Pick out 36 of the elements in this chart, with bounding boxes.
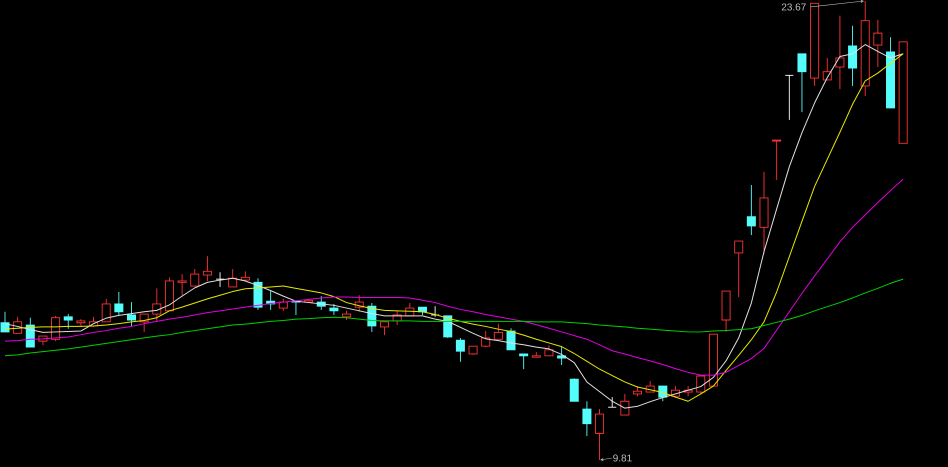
candlestick [178, 274, 187, 296]
candlestick [633, 386, 642, 397]
candlestick [140, 314, 149, 332]
candlestick [620, 393, 630, 416]
candlestick [784, 74, 794, 120]
candlestick [481, 330, 490, 348]
candlestick [848, 25, 858, 86]
candlestick [114, 292, 124, 316]
candlestick [746, 184, 756, 236]
candlestick [544, 344, 554, 356]
candlestick [835, 15, 844, 90]
candlestick [102, 298, 111, 322]
candlestick [873, 19, 882, 68]
candlestick [380, 321, 390, 336]
candlestick [582, 400, 592, 437]
candlestick [772, 140, 782, 180]
candlestick [152, 288, 162, 322]
candlestick [696, 376, 706, 394]
candlestick [64, 314, 73, 330]
candlestick [797, 53, 806, 113]
candlestick [0, 311, 10, 332]
candlestick [202, 256, 212, 282]
candlestick [570, 378, 579, 402]
candlestick [278, 298, 288, 312]
candlestick [342, 310, 352, 320]
candlestick [329, 303, 338, 316]
candlestick [190, 268, 200, 286]
candlestick [734, 240, 744, 298]
candlestick [494, 323, 503, 340]
candlestick [456, 337, 465, 362]
annotation: 23.67 [782, 3, 806, 10]
candlestick [216, 272, 225, 288]
annotation: 9.81 [613, 454, 632, 462]
candlestick [519, 354, 528, 370]
candlestick [127, 302, 136, 326]
candlestick [506, 328, 516, 350]
